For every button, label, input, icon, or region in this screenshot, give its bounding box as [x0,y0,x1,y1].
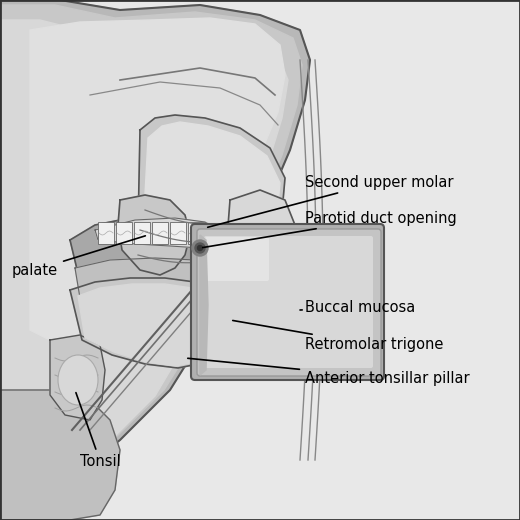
Bar [134,222,150,244]
Polygon shape [0,20,288,515]
Polygon shape [200,235,208,375]
Bar [188,222,204,244]
Polygon shape [0,0,310,520]
Text: Anterior tonsillar pillar: Anterior tonsillar pillar [188,358,470,385]
Polygon shape [78,284,228,366]
Polygon shape [70,278,235,368]
Text: Second upper molar: Second upper molar [207,175,453,227]
Polygon shape [0,390,120,520]
FancyBboxPatch shape [191,224,384,380]
Text: Buccal mucosa: Buccal mucosa [300,301,415,316]
Bar [116,222,132,244]
Polygon shape [75,258,238,320]
Ellipse shape [58,355,98,405]
Text: palate: palate [12,236,146,278]
Polygon shape [218,190,295,375]
Polygon shape [143,122,280,287]
FancyBboxPatch shape [205,237,269,281]
Polygon shape [138,115,285,290]
Polygon shape [95,218,220,248]
Text: Parotid duct opening: Parotid duct opening [203,211,457,248]
FancyBboxPatch shape [197,229,381,376]
Polygon shape [70,218,248,320]
Text: Retromolar trigone: Retromolar trigone [233,320,444,353]
Polygon shape [118,195,190,275]
Polygon shape [195,278,248,340]
Polygon shape [0,5,302,515]
Polygon shape [30,18,285,340]
FancyBboxPatch shape [204,236,373,368]
Bar [170,222,186,244]
Bar [152,222,168,244]
Circle shape [192,240,208,256]
Circle shape [195,243,205,253]
Text: Tonsil: Tonsil [76,393,121,470]
Polygon shape [50,335,105,420]
Circle shape [198,245,202,251]
Bar [98,222,114,244]
